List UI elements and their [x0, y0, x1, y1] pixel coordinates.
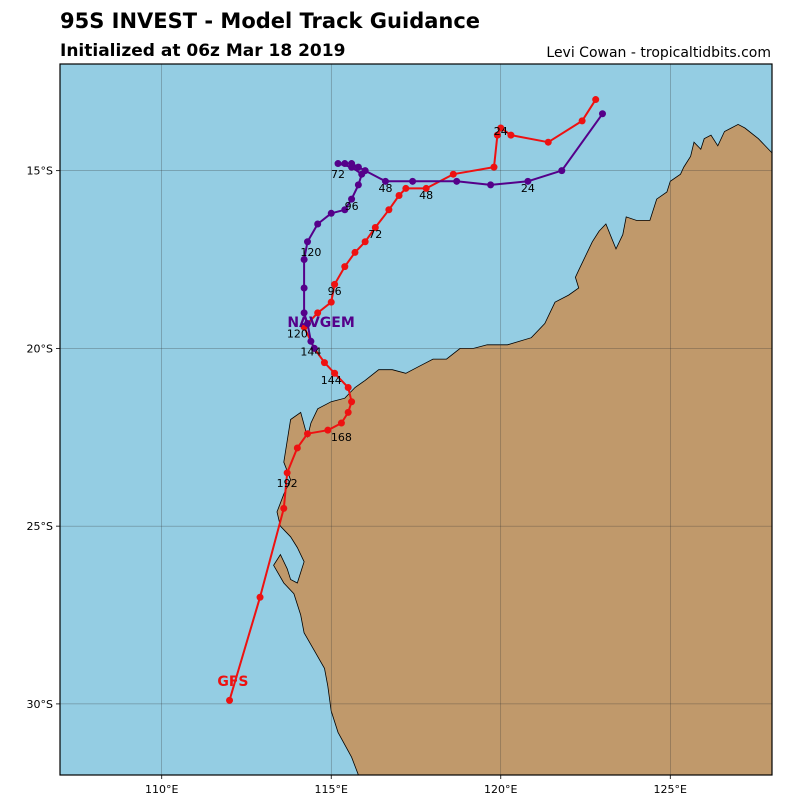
navgem-track-point	[598, 110, 606, 118]
gfs-track-point	[578, 117, 586, 125]
navgem-track-point	[354, 163, 362, 171]
navgem-track-point	[354, 181, 362, 189]
navgem-track-point	[310, 344, 318, 352]
navgem-forecast-hour-label: 144	[300, 346, 321, 359]
gfs-track-line	[228, 99, 597, 701]
y-tick-label: 30°S	[27, 698, 53, 711]
gfs-track-point	[449, 170, 457, 178]
gfs-track-point	[490, 163, 498, 171]
gfs-track-point	[544, 138, 552, 146]
navgem-track-point	[453, 177, 461, 185]
gfs-track-point	[351, 248, 359, 256]
map-frame	[59, 63, 773, 776]
gfs-track-point	[493, 131, 501, 139]
gfs-model-label: GFS	[217, 674, 248, 690]
navgem-track-point	[348, 163, 356, 171]
navgem-track-point	[487, 181, 495, 189]
navgem-track-point	[341, 206, 349, 214]
gfs-forecast-hour-label: 120	[287, 328, 308, 341]
gfs-track-point	[331, 369, 339, 377]
gfs-track-point	[327, 298, 335, 306]
map-title: 95S INVEST - Model Track Guidance	[60, 9, 480, 33]
australia-landmass	[273, 123, 772, 775]
gfs-track-point	[395, 192, 403, 200]
navgem-track-point	[524, 177, 532, 185]
gfs-track-point	[314, 309, 322, 317]
y-tick-label: 25°S	[27, 520, 53, 533]
y-tick-label: 15°S	[27, 165, 53, 178]
navgem-track-point	[334, 160, 342, 168]
gfs-forecast-hour-label: 72	[368, 228, 382, 241]
gfs-track-point	[344, 408, 352, 416]
map-credit: Levi Cowan - tropicaltidbits.com	[546, 45, 771, 61]
navgem-forecast-hour-label: 48	[378, 182, 392, 195]
x-tick-label: 110°E	[145, 783, 178, 796]
navgem-track-point	[304, 320, 312, 328]
navgem-track-point	[300, 284, 308, 292]
navgem-track-point	[348, 195, 356, 203]
gfs-forecast-hour-label: 168	[331, 431, 352, 444]
gfs-track-point	[256, 593, 264, 601]
gfs-track-point	[592, 96, 600, 104]
navgem-track-point	[409, 177, 417, 185]
navgem-track-point	[327, 209, 335, 217]
gfs-track-point	[344, 384, 352, 392]
navgem-track-point	[358, 170, 366, 178]
gfs-track-point	[324, 426, 332, 434]
gfs-track-point	[507, 131, 515, 139]
navgem-track-point	[314, 220, 322, 228]
navgem-forecast-hour-label: 72	[331, 168, 345, 181]
x-tick-label: 115°E	[315, 783, 348, 796]
gfs-forecast-hour-label: 96	[328, 285, 342, 298]
navgem-track-point	[300, 309, 308, 317]
gfs-track-point	[304, 430, 312, 438]
gfs-track-point	[402, 184, 410, 192]
gfs-forecast-hour-label: 24	[494, 125, 508, 138]
gfs-track-point	[361, 238, 369, 246]
gfs-track-point	[371, 224, 379, 232]
navgem-track-point	[300, 256, 308, 264]
gfs-track-point	[226, 696, 234, 704]
navgem-forecast-hour-label: 120	[300, 246, 321, 259]
navgem-track-point	[304, 238, 312, 246]
gfs-track-point	[331, 280, 339, 288]
gfs-track-point	[280, 504, 288, 512]
gfs-track-point	[341, 263, 349, 271]
gfs-track-point	[348, 398, 356, 406]
gfs-track-point	[337, 419, 345, 427]
x-tick-label: 120°E	[484, 783, 517, 796]
navgem-track-point	[341, 160, 349, 168]
navgem-track-line	[303, 113, 604, 349]
gfs-track-point	[422, 184, 430, 192]
gfs-track-point	[497, 124, 505, 132]
gfs-forecast-hour-label: 144	[321, 374, 342, 387]
gfs-forecast-hour-label: 48	[419, 189, 433, 202]
gfs-track-point	[283, 469, 291, 477]
navgem-forecast-hour-label: 96	[345, 200, 359, 213]
navgem-forecast-hour-label: 24	[521, 182, 535, 195]
navgem-track-point	[381, 177, 389, 185]
x-tick-label: 125°E	[654, 783, 687, 796]
navgem-track-point	[558, 167, 566, 175]
y-tick-label: 20°S	[27, 342, 53, 355]
navgem-track-point	[307, 337, 315, 345]
navgem-model-label: NAVGEM	[287, 315, 354, 331]
gfs-track-point	[385, 206, 393, 214]
gfs-track-point	[320, 359, 328, 367]
gfs-track-point	[293, 444, 301, 452]
gfs-forecast-hour-label: 192	[277, 477, 298, 490]
map-subtitle: Initialized at 06z Mar 18 2019	[60, 41, 345, 61]
